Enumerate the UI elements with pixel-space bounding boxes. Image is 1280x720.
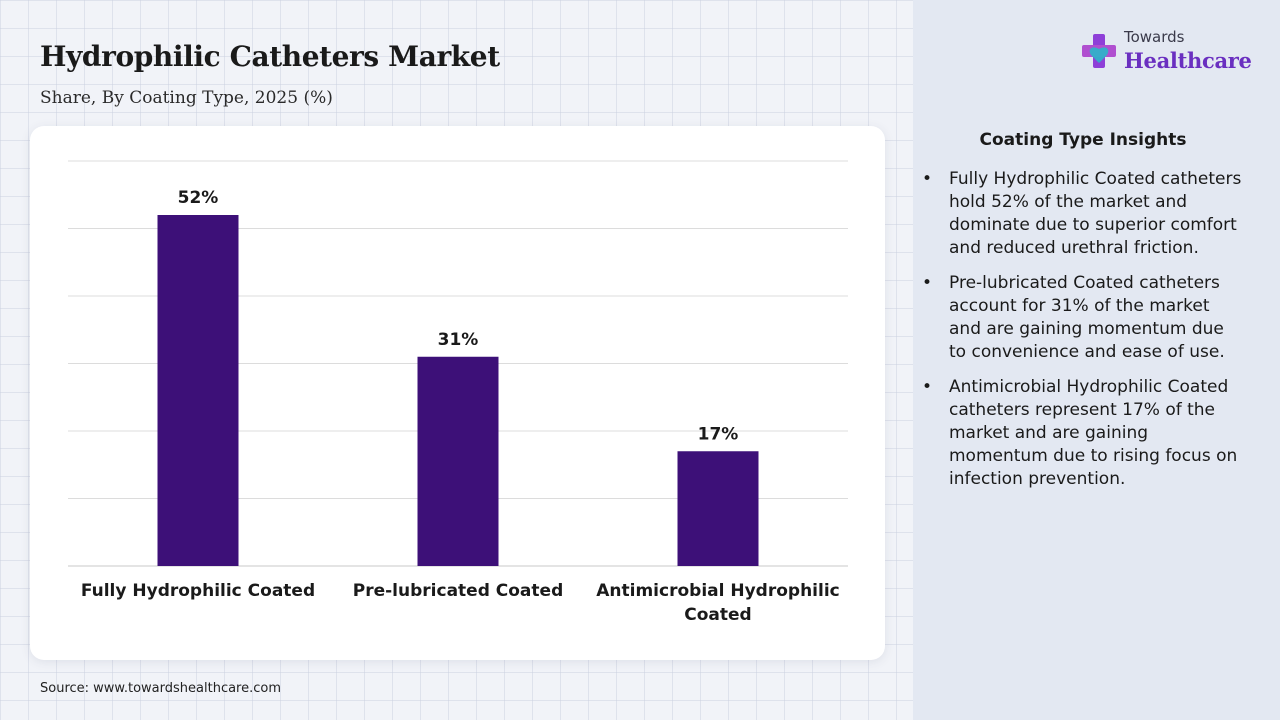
insight-item: • Fully Hydrophilic Coated catheters hol… — [922, 168, 1242, 260]
bar — [157, 215, 239, 566]
brand-logo: Towards Healthcare — [1080, 26, 1260, 78]
logo-text-healthcare: Healthcare — [1124, 48, 1252, 73]
insight-text: Fully Hydrophilic Coated catheters hold … — [949, 169, 1242, 258]
chart-card: 52% 31% 17% Fully Hydrophilic Coated Pre-lu… — [30, 126, 885, 660]
insight-item: • Antimicrobial Hydrophilic Coated cathe… — [922, 376, 1242, 491]
insights-title: Coating Type Insights — [979, 130, 1187, 150]
logo-text-towards: Towards — [1124, 28, 1185, 46]
category-label: Pre-lubricated Coated — [352, 581, 564, 601]
bar-chart: 52% 31% 17% — [68, 160, 848, 567]
bar — [677, 451, 759, 566]
chart-title: Hydrophilic Catheters Market — [40, 40, 500, 73]
category-label: Antimicrobial Hydrophilic Coated — [596, 581, 840, 625]
chart-subtitle: Share, By Coating Type, 2025 (%) — [40, 88, 333, 108]
insights-list: • Fully Hydrophilic Coated catheters hol… — [922, 168, 1242, 503]
data-label: 17% — [698, 424, 739, 444]
bullet-icon: • — [922, 169, 933, 189]
data-label: 52% — [178, 188, 219, 208]
insight-item: • Pre-lubricated Coated catheters accoun… — [922, 272, 1242, 364]
cross-heart-icon — [1082, 34, 1116, 68]
data-label: 31% — [438, 330, 479, 350]
insight-text: Pre-lubricated Coated catheters account … — [949, 273, 1225, 362]
source-note: Source: www.towardshealthcare.com — [40, 681, 282, 696]
insight-text: Antimicrobial Hydrophilic Coated cathete… — [949, 377, 1238, 489]
bullet-icon: • — [922, 273, 933, 293]
bullet-icon: • — [922, 377, 933, 397]
bar — [417, 356, 499, 566]
category-label: Fully Hydrophilic Coated — [80, 581, 316, 601]
insights-panel-background — [913, 0, 1280, 720]
